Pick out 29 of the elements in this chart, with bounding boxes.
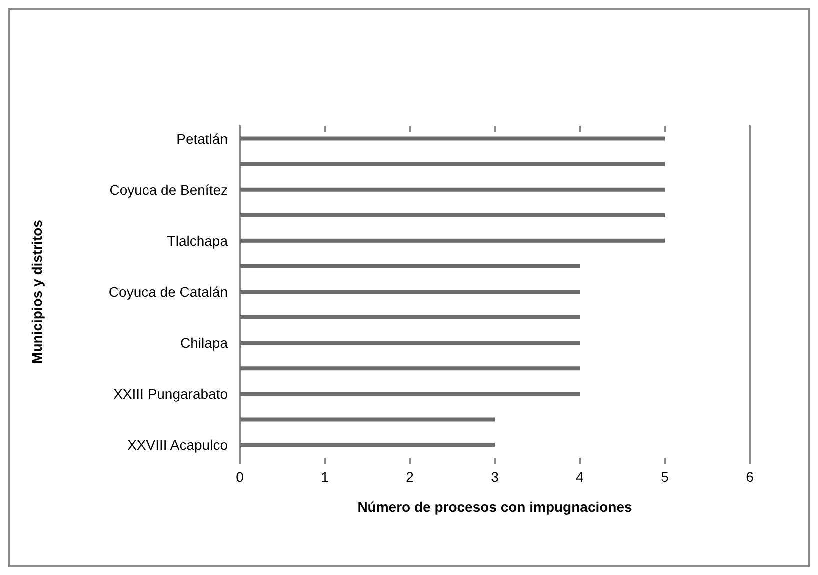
bar	[240, 316, 580, 320]
x-tick-label: 0	[236, 469, 244, 485]
bar	[240, 443, 495, 448]
bar	[240, 290, 580, 294]
bar	[240, 264, 580, 268]
y-tick-label: Coyuca de Benítez	[110, 182, 228, 198]
y-tick-label: XXVIII Acapulco	[128, 437, 228, 454]
y-tick-label: Coyuca de Catalán	[108, 284, 228, 300]
x-tick-label: 5	[661, 469, 670, 485]
bar	[240, 162, 665, 166]
x-tick-label: 1	[321, 469, 330, 485]
bar	[240, 188, 665, 192]
bar	[240, 418, 495, 422]
y-tick-label: XXIII Pungarabato	[114, 386, 228, 402]
x-axis-title: Número de procesos con impugnaciones	[358, 499, 633, 515]
x-tick-label: 3	[491, 469, 500, 485]
bar	[240, 238, 665, 243]
bar	[240, 213, 665, 218]
x-tick-label: 4	[576, 469, 584, 485]
bar	[240, 341, 580, 346]
x-tick-label: 2	[406, 469, 414, 485]
bar	[240, 136, 665, 141]
y-tick-label: Tlalchapa	[167, 232, 228, 249]
x-tick-label: 6	[746, 469, 754, 485]
bar	[240, 392, 580, 396]
bar	[240, 366, 580, 371]
y-tick-label: Petatlán	[176, 130, 228, 147]
y-tick-label: Chilapa	[180, 335, 228, 352]
y-axis-title: Municipios y distritos	[29, 220, 45, 364]
